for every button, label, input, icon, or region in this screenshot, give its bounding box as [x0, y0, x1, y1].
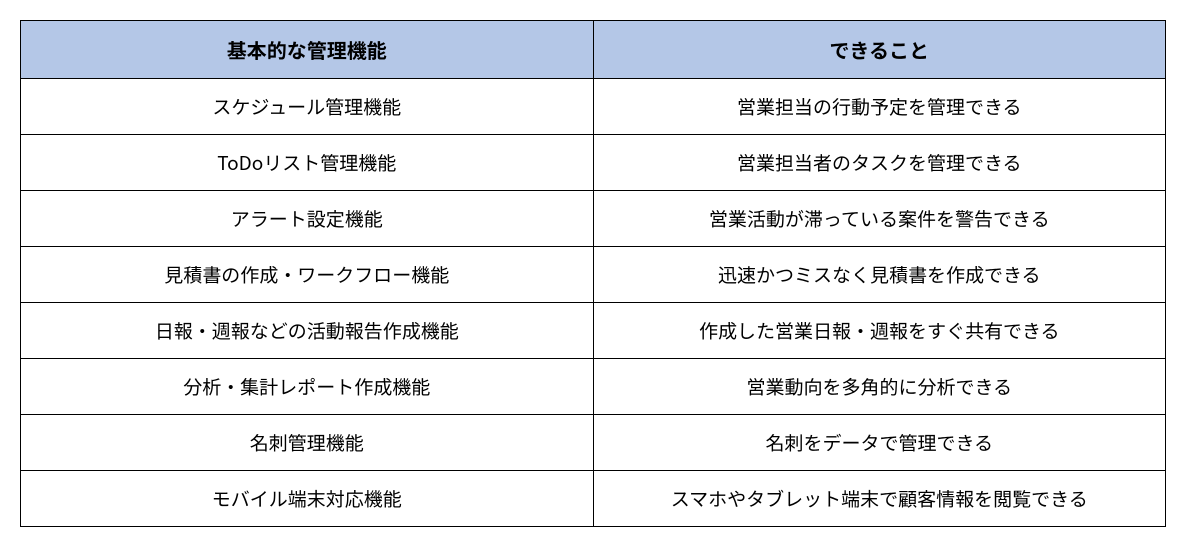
table-row: アラート設定機能 営業活動が滞っている案件を警告できる	[21, 191, 1166, 247]
table-row: 見積書の作成・ワークフロー機能 迅速かつミスなく見積書を作成できる	[21, 247, 1166, 303]
table-cell-feature: ToDoリスト管理機能	[21, 135, 594, 191]
table-row: ToDoリスト管理機能 営業担当者のタスクを管理できる	[21, 135, 1166, 191]
table-row: スケジュール管理機能 営業担当の行動予定を管理できる	[21, 79, 1166, 135]
table-cell-description: 名刺をデータで管理できる	[593, 415, 1166, 471]
table-cell-feature: スケジュール管理機能	[21, 79, 594, 135]
table-header-cell: 基本的な管理機能	[21, 21, 594, 79]
table-cell-description: 営業活動が滞っている案件を警告できる	[593, 191, 1166, 247]
table-cell-feature: 分析・集計レポート作成機能	[21, 359, 594, 415]
table-header-row: 基本的な管理機能 できること	[21, 21, 1166, 79]
feature-table: 基本的な管理機能 できること スケジュール管理機能 営業担当の行動予定を管理でき…	[20, 20, 1166, 527]
table-cell-feature: 名刺管理機能	[21, 415, 594, 471]
table-cell-description: スマホやタブレット端末で顧客情報を閲覧できる	[593, 471, 1166, 527]
table-cell-description: 営業担当者のタスクを管理できる	[593, 135, 1166, 191]
table-cell-feature: アラート設定機能	[21, 191, 594, 247]
table-cell-description: 作成した営業日報・週報をすぐ共有できる	[593, 303, 1166, 359]
table-header-cell: できること	[593, 21, 1166, 79]
table-cell-description: 営業動向を多角的に分析できる	[593, 359, 1166, 415]
table-cell-description: 迅速かつミスなく見積書を作成できる	[593, 247, 1166, 303]
table-cell-feature: 日報・週報などの活動報告作成機能	[21, 303, 594, 359]
table-cell-feature: 見積書の作成・ワークフロー機能	[21, 247, 594, 303]
table-row: 名刺管理機能 名刺をデータで管理できる	[21, 415, 1166, 471]
table-row: 分析・集計レポート作成機能 営業動向を多角的に分析できる	[21, 359, 1166, 415]
table-cell-feature: モバイル端末対応機能	[21, 471, 594, 527]
table-row: モバイル端末対応機能 スマホやタブレット端末で顧客情報を閲覧できる	[21, 471, 1166, 527]
table-row: 日報・週報などの活動報告作成機能 作成した営業日報・週報をすぐ共有できる	[21, 303, 1166, 359]
table-cell-description: 営業担当の行動予定を管理できる	[593, 79, 1166, 135]
